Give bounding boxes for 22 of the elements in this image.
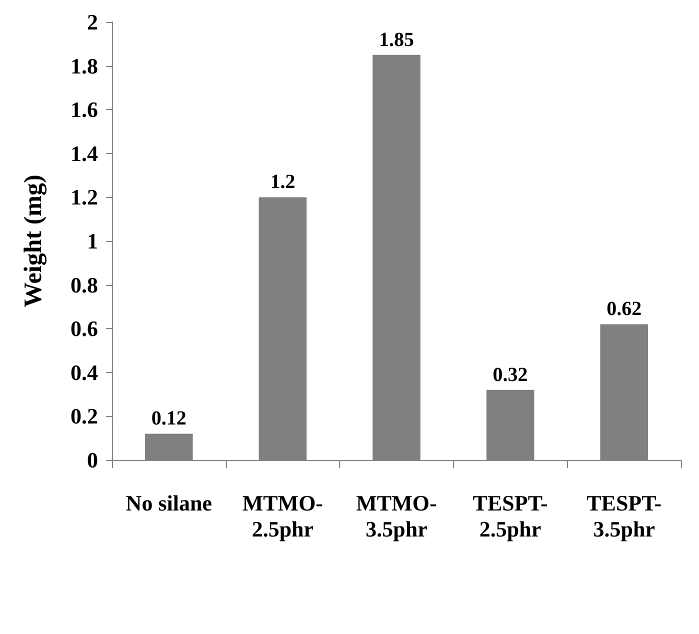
x-tick-label: MTMO-2.5phr	[242, 490, 324, 542]
x-tick-label: MTMO-3.5phr	[356, 490, 437, 542]
data-label: 0.12	[151, 408, 186, 430]
y-tick-label: 1.8	[70, 53, 98, 78]
y-tick-label: 1.6	[70, 97, 98, 122]
y-tick-label: 0.2	[70, 404, 98, 429]
y-tick-label: 0	[87, 448, 98, 472]
data-label: 1.85	[379, 28, 414, 51]
y-tick-label: 0.6	[70, 316, 98, 342]
y-tick-label: 1.2	[70, 184, 98, 210]
y-axis-title: Weight (mg)	[20, 174, 47, 308]
data-label: 0.32	[492, 364, 528, 386]
data-label: 1.2	[270, 171, 296, 194]
x-tick-label: TESPT-2.5phr	[472, 490, 548, 542]
y-tick-label: 0.8	[70, 272, 98, 298]
y-tick-label: 2	[87, 10, 98, 34]
data-label: 0.62	[606, 298, 642, 320]
x-tick-label: No silane	[126, 490, 212, 516]
y-tick-label: 0.4	[70, 360, 98, 385]
y-tick-label: 1	[87, 228, 98, 254]
y-tick-label: 1.4	[70, 140, 98, 166]
x-tick-label: TESPT-3.5phr	[586, 490, 662, 542]
